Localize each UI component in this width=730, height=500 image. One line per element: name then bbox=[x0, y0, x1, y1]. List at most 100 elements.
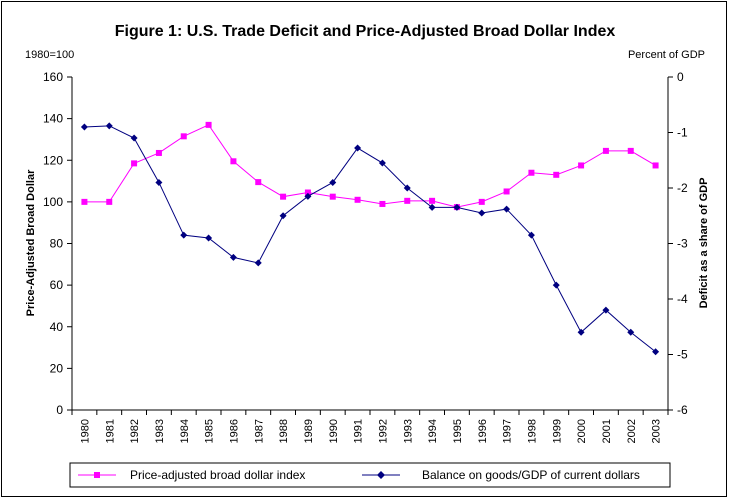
legend: Price-adjusted broad dollar index Balanc… bbox=[69, 462, 671, 488]
right-axis-unit: Percent of GDP bbox=[628, 49, 705, 61]
goods-balance-point bbox=[478, 209, 486, 217]
x-tick-label: 1989 bbox=[303, 419, 315, 443]
x-tick-label: 2001 bbox=[601, 419, 613, 443]
legend-label-dollar-index: Price-adjusted broad dollar index bbox=[130, 468, 305, 482]
dollar-index-point bbox=[180, 133, 187, 140]
x-tick-label: 1992 bbox=[377, 419, 389, 443]
dollar-index-point bbox=[205, 121, 212, 128]
goods-balance-point bbox=[105, 122, 113, 130]
legend-label-goods-balance: Balance on goods/GDP of current dollars bbox=[422, 468, 640, 482]
left-axis-label: Price-Adjusted Broad Dollar bbox=[25, 169, 37, 316]
x-tick-label: 1996 bbox=[477, 419, 489, 443]
x-tick-label: 1998 bbox=[526, 419, 538, 443]
goods-balance-point bbox=[378, 159, 386, 167]
x-tick-label: 1983 bbox=[154, 419, 166, 443]
dollar-index-point bbox=[354, 196, 361, 203]
right-tick-label: -2 bbox=[677, 181, 688, 195]
goods-balance-point bbox=[527, 231, 535, 239]
legend-marker-dollar-index bbox=[94, 472, 100, 478]
left-tick-label: 0 bbox=[56, 403, 63, 417]
right-tick-label: -3 bbox=[677, 237, 688, 251]
goods-balance-point bbox=[155, 178, 163, 186]
dollar-index-point bbox=[553, 171, 560, 178]
x-tick-label: 1994 bbox=[427, 419, 439, 443]
x-tick-label: 2003 bbox=[651, 419, 663, 443]
x-tick-label: 1985 bbox=[204, 419, 216, 443]
goods-balance-point bbox=[403, 184, 411, 192]
x-tick-label: 1997 bbox=[502, 419, 514, 443]
goods-balance-point bbox=[652, 348, 660, 356]
right-axis-label: Deficit as a share of GDP bbox=[698, 178, 710, 309]
left-tick-label: 160 bbox=[43, 70, 63, 84]
dollar-index-point bbox=[280, 193, 287, 200]
dollar-index-point bbox=[131, 160, 138, 167]
goods-balance-point bbox=[552, 281, 560, 289]
goods-balance-point bbox=[453, 203, 461, 211]
left-tick-label: 60 bbox=[50, 278, 64, 292]
dollar-index-point bbox=[503, 188, 510, 195]
dollar-index-point bbox=[627, 147, 634, 154]
goods-balance-point bbox=[229, 253, 237, 261]
x-tick-label: 1990 bbox=[328, 419, 340, 443]
dollar-index-point bbox=[106, 198, 113, 205]
series-layer bbox=[80, 121, 660, 356]
dollar-index-point bbox=[81, 198, 88, 205]
dollar-index-point bbox=[379, 200, 386, 207]
chart-title: Figure 1: U.S. Trade Deficit and Price-A… bbox=[115, 23, 616, 40]
axes: 0 20 40 60 80 100 120 140 160 0 -1 -2 -3 -4 -5 -6 1980 19… bbox=[43, 70, 688, 443]
goods-balance-point bbox=[304, 192, 312, 200]
x-tick-label: 2000 bbox=[576, 419, 588, 443]
right-tick-label: 0 bbox=[677, 70, 684, 84]
dollar-index-point bbox=[155, 149, 162, 156]
dollar-index-point bbox=[329, 193, 336, 200]
goods-balance-point bbox=[602, 306, 610, 314]
legend-marker-goods-balance bbox=[377, 471, 385, 479]
goods-balance-point bbox=[254, 259, 262, 267]
x-tick-label: 1991 bbox=[353, 419, 365, 443]
goods-balance-point bbox=[503, 205, 511, 213]
dollar-index-point bbox=[255, 179, 262, 186]
goods-balance-point bbox=[205, 234, 213, 242]
dollar-index-point bbox=[578, 162, 585, 169]
goods-balance-line bbox=[84, 125, 656, 353]
x-tick-label: 2002 bbox=[626, 419, 638, 443]
goods-balance-point bbox=[577, 328, 585, 336]
dollar-index-point bbox=[429, 197, 436, 204]
dollar-index-point bbox=[602, 147, 609, 154]
goods-balance-point bbox=[130, 134, 138, 142]
goods-balance-point bbox=[329, 178, 337, 186]
left-tick-label: 40 bbox=[50, 320, 64, 334]
x-tick-label: 1981 bbox=[104, 419, 116, 443]
right-tick-label: -1 bbox=[677, 126, 688, 140]
right-tick-label: -6 bbox=[677, 403, 688, 417]
dollar-index-point bbox=[652, 162, 659, 169]
dollar-index-point bbox=[478, 198, 485, 205]
goods-balance-point bbox=[80, 123, 88, 131]
dollar-index-point bbox=[528, 169, 535, 176]
x-tick-label: 1987 bbox=[253, 419, 265, 443]
x-tick-label: 1982 bbox=[129, 419, 141, 443]
x-tick-label: 1999 bbox=[551, 419, 563, 443]
dollar-index-line bbox=[84, 124, 656, 208]
dollar-index-point bbox=[230, 158, 237, 165]
x-tick-label: 1984 bbox=[179, 419, 191, 443]
dollar-index-point bbox=[404, 197, 411, 204]
x-tick-label: 1995 bbox=[452, 419, 464, 443]
x-tick-label: 1993 bbox=[402, 419, 414, 443]
goods-balance-point bbox=[180, 231, 188, 239]
x-tick-label: 1986 bbox=[228, 419, 240, 443]
goods-balance-point bbox=[428, 203, 436, 211]
goods-balance-point bbox=[627, 328, 635, 336]
left-tick-label: 80 bbox=[50, 237, 64, 251]
right-tick-label: -4 bbox=[677, 292, 688, 306]
right-tick-label: -5 bbox=[677, 348, 688, 362]
left-tick-label: 120 bbox=[43, 153, 63, 167]
left-axis-unit: 1980=100 bbox=[25, 49, 74, 61]
left-tick-label: 140 bbox=[43, 112, 63, 126]
goods-balance-point bbox=[354, 144, 362, 152]
x-tick-label: 1988 bbox=[278, 419, 290, 443]
left-tick-label: 100 bbox=[43, 195, 63, 209]
